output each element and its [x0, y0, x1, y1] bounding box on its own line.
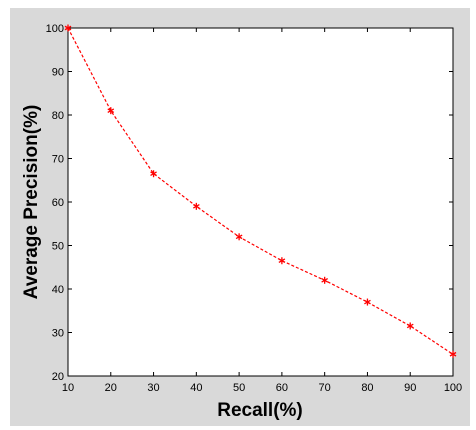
y-tick-label: 60 — [52, 197, 64, 209]
x-tick-label: 10 — [62, 382, 74, 394]
x-tick-label: 90 — [404, 382, 416, 394]
y-tick-label: 80 — [52, 110, 64, 122]
y-tick-label: 30 — [52, 328, 64, 340]
data-point-marker — [321, 276, 329, 284]
x-tick-label: 100 — [444, 382, 462, 394]
data-point-marker — [406, 322, 414, 330]
y-axis-title: Average Precision(%) — [21, 105, 42, 300]
y-tick-label: 50 — [52, 241, 64, 253]
data-point-marker — [107, 107, 115, 115]
x-tick-label: 40 — [190, 382, 202, 394]
data-point-marker — [235, 233, 243, 241]
data-point-marker — [449, 350, 457, 358]
x-tick-label: 30 — [147, 382, 159, 394]
y-tick-label: 70 — [52, 154, 64, 166]
y-tick-label: 20 — [52, 371, 64, 383]
x-tick-label: 20 — [105, 382, 117, 394]
plot-area — [67, 27, 454, 377]
y-tick-label: 40 — [52, 284, 64, 296]
series-line — [67, 27, 454, 355]
data-point-marker — [278, 257, 286, 265]
x-tick-label: 60 — [276, 382, 288, 394]
y-tick-label: 100 — [46, 23, 64, 35]
data-point-marker — [192, 202, 200, 210]
x-tick-label: 70 — [319, 382, 331, 394]
x-tick-label: 80 — [361, 382, 373, 394]
x-axis-title: Recall(%) — [217, 400, 303, 421]
data-point-marker — [64, 24, 72, 32]
y-tick-label: 90 — [52, 67, 64, 79]
figure-background: 20 30 40 50 60 70 80 90 100 10 20 30 40 50 60 70 80 90 10… — [10, 8, 470, 426]
data-point-marker — [150, 170, 157, 178]
data-point-marker — [364, 298, 371, 306]
x-tick-label: 50 — [233, 382, 245, 394]
